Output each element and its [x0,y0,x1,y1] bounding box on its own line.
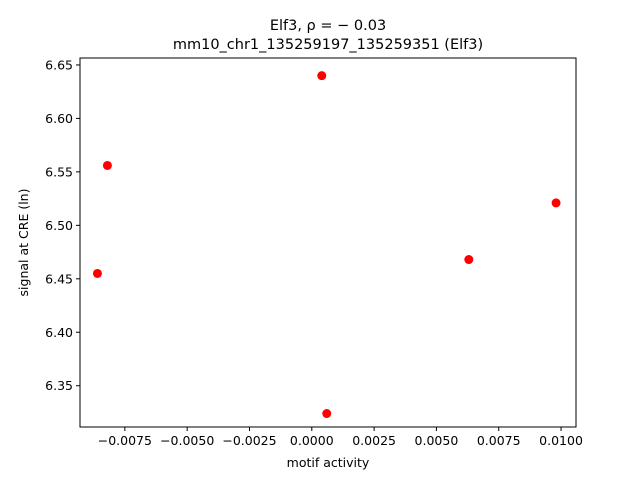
plot-frame [79,57,577,428]
x-tick-label: −0.0075 [98,433,152,448]
chart-title-line1: Elf3, ρ = − 0.03 [270,18,386,34]
x-tick-label: 0.0050 [415,433,459,448]
x-tick-label: 0.0000 [290,433,334,448]
data-point [92,268,102,278]
data-points [92,71,561,419]
y-tick-label: 6.45 [45,271,73,286]
y-tick-label: 6.65 [45,57,73,72]
chart-title-line2: mm10_chr1_135259197_135259351 (Elf3) [173,37,483,53]
y-axis-label: signal at CRE (ln) [16,189,31,297]
plot-area [80,58,576,427]
data-point [102,160,112,170]
y-tick-label: 6.60 [45,111,73,126]
x-tick-label: −0.0025 [222,433,276,448]
y-tick-label: 6.40 [45,325,73,340]
x-tick-label: 0.0100 [539,433,583,448]
y-tick-label: 6.55 [45,164,73,179]
x-axis: −0.0075 −0.0050 −0.0025 0.0000 0.0025 0.0050 0… [98,427,583,448]
data-point [317,71,327,81]
y-axis: 6.35 6.40 6.45 6.50 6.55 6.60 6.65 [45,57,80,393]
y-tick-label: 6.50 [45,218,73,233]
y-tick-label: 6.35 [45,378,73,393]
x-axis-label: motif activity [287,455,370,470]
data-point [464,255,474,265]
x-tick-label: 0.0025 [352,433,396,448]
x-tick-label: 0.0075 [477,433,521,448]
data-point [322,409,332,419]
x-tick-label: −0.0050 [160,433,214,448]
data-point [551,198,561,208]
